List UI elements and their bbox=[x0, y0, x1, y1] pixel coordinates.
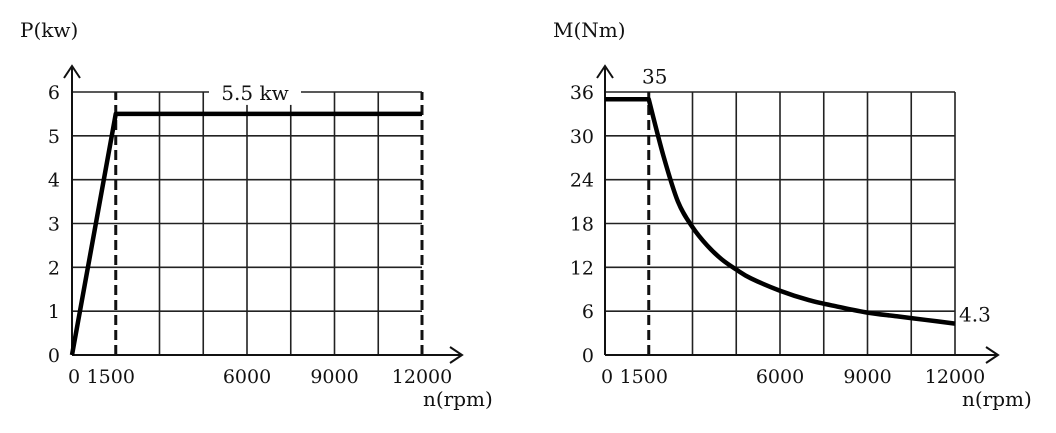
x-axis-title: n(rpm) bbox=[962, 387, 1032, 411]
y-axis-title: M(Nm) bbox=[553, 18, 626, 42]
x-tick-label: 9000 bbox=[310, 366, 358, 388]
annotation-label: 4.3 bbox=[959, 303, 991, 327]
x-tick-label: 0 bbox=[601, 366, 613, 388]
y-tick-label: 0 bbox=[48, 345, 60, 367]
annotation-label: 5.5 kw bbox=[221, 81, 288, 105]
x-axis-arrow-icon bbox=[985, 346, 1000, 364]
x-tick-label: 1500 bbox=[87, 366, 135, 388]
x-tick-label: 12000 bbox=[925, 366, 985, 388]
x-tick-label: 6000 bbox=[223, 366, 271, 388]
annotation-label: 35 bbox=[642, 64, 667, 88]
x-tick-label: 12000 bbox=[392, 366, 452, 388]
y-tick-label: 5 bbox=[48, 126, 60, 148]
x-tick-label: 1500 bbox=[620, 366, 668, 388]
x-tick-label: 0 bbox=[68, 366, 80, 388]
y-tick-label: 6 bbox=[48, 82, 60, 104]
y-tick-label: 4 bbox=[48, 170, 60, 192]
x-tick-label: 6000 bbox=[756, 366, 804, 388]
y-tick-label: 18 bbox=[570, 214, 594, 236]
y-tick-label: 12 bbox=[570, 257, 594, 279]
power-chart: 0 1 2 3 4 5 6 0 1500 6000 9000 12000 P(kw) n(rpm) 5.5 … bbox=[20, 18, 493, 411]
y-axis-arrow-icon bbox=[596, 64, 614, 79]
y-tick-label: 6 bbox=[582, 301, 594, 323]
y-tick-label: 2 bbox=[48, 257, 60, 279]
y-axis-title: P(kw) bbox=[20, 18, 78, 42]
x-axis-arrow-icon bbox=[449, 346, 464, 364]
y-tick-label: 36 bbox=[570, 82, 594, 104]
x-tick-label: 9000 bbox=[843, 366, 891, 388]
y-tick-label: 0 bbox=[582, 345, 594, 367]
y-tick-label: 30 bbox=[570, 126, 594, 148]
y-tick-label: 3 bbox=[48, 214, 60, 236]
torque-chart: 0 6 12 18 24 30 36 0 1500 6000 9000 12000 M(Nm) n(rpm… bbox=[553, 18, 1032, 411]
y-tick-label: 1 bbox=[48, 301, 60, 323]
annotation-background bbox=[209, 82, 301, 105]
x-axis-title: n(rpm) bbox=[423, 387, 493, 411]
y-tick-label: 24 bbox=[570, 170, 594, 192]
y-axis-arrow-icon bbox=[63, 64, 81, 79]
